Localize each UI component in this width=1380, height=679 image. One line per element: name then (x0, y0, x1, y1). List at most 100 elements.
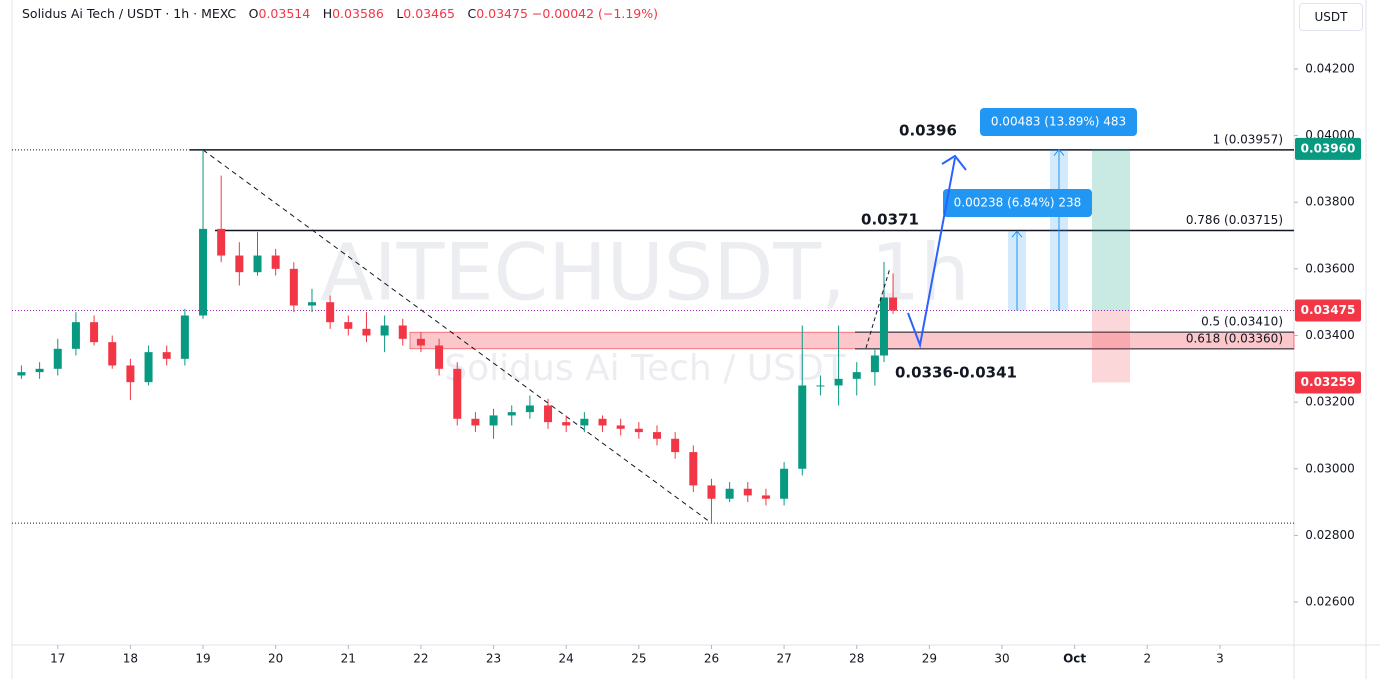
profit-zone (1092, 148, 1130, 311)
ohlc-value: 0.03475 (476, 6, 528, 21)
candle-body (180, 315, 189, 359)
candle-body (162, 352, 171, 359)
x-tick-label: 28 (849, 652, 864, 666)
zone (409, 331, 1295, 350)
x-tick-label: 25 (631, 652, 646, 666)
swing-diagonal (202, 149, 712, 524)
candle-body (326, 302, 335, 323)
measure-box (980, 108, 1137, 136)
candle-body (235, 255, 244, 273)
candle-body (144, 352, 153, 383)
x-tick-label: 27 (776, 652, 791, 666)
watermark: AITECHUSDT, 1h (320, 228, 969, 318)
projection-arrowhead (941, 154, 967, 171)
zone-label: 0.0336-0.0341 (895, 363, 1017, 381)
measure-arrowhead (1053, 148, 1065, 156)
ohlc-value: 0.03465 (403, 6, 455, 21)
candle-body (435, 345, 444, 369)
y-tick-label: 0.03200 (1305, 395, 1355, 409)
candle-body (416, 338, 425, 346)
candle-body (108, 342, 117, 366)
y-tick-label: 0.03600 (1305, 261, 1355, 275)
measure-label: 0.00483 (13.89%) 483 (991, 115, 1126, 129)
target-label: 0.0371 (861, 211, 919, 229)
change: −0.00042 (−1.19%) (531, 6, 658, 21)
candle-body (398, 325, 407, 339)
y-tick-label: 0.02800 (1305, 528, 1355, 542)
candle-body (798, 385, 807, 469)
projection-arrow (907, 157, 956, 349)
candle-body (780, 468, 789, 499)
candle-body (307, 302, 316, 306)
y-tick-label: 0.02600 (1305, 595, 1355, 609)
y-tick-label: 0.04200 (1305, 61, 1355, 75)
candle-body (761, 495, 770, 499)
price-label: 0.03475 (1301, 303, 1356, 317)
x-tick-label: 2 (1143, 652, 1151, 666)
loss-zone (1092, 310, 1130, 383)
x-tick-label: 3 (1216, 652, 1224, 666)
candle-body (889, 297, 898, 311)
candle-body (35, 368, 44, 373)
price-label-box (1295, 371, 1361, 394)
candle-body (562, 422, 571, 426)
y-tick-label: 0.03000 (1305, 461, 1355, 475)
plot-area (12, 0, 1294, 645)
candle-body (453, 368, 462, 419)
price-label-box (1295, 137, 1361, 160)
price-label: 0.03960 (1301, 141, 1356, 155)
x-tick-label: 24 (559, 652, 574, 666)
ohlc-value: 0.03514 (258, 6, 311, 21)
fib-label: 1 (0.03957) (1213, 132, 1283, 146)
candle-body (870, 355, 879, 373)
candle-body (53, 348, 62, 369)
price-label-box (1295, 299, 1361, 322)
candle-body (616, 425, 625, 429)
candle-body (598, 418, 607, 426)
candle-body (253, 255, 262, 273)
candle-body (380, 325, 389, 336)
candle-body (507, 412, 516, 416)
candle-body (199, 228, 208, 316)
candle-body (689, 452, 698, 486)
measure-arrowhead (1011, 230, 1023, 238)
ohlc-key: L (396, 6, 404, 21)
price-label: 0.03259 (1301, 375, 1356, 389)
symbol-title: Solidus Ai Tech / USDT · 1h · MEXC (22, 6, 237, 21)
watermark-subtitle: Solidus Ai Tech / USDT (444, 348, 846, 389)
candle-body (489, 415, 498, 426)
ohlc-value: 0.03586 (332, 6, 384, 21)
candle-body (271, 255, 280, 269)
currency-button[interactable]: USDT (1299, 3, 1363, 31)
x-tick-label: Oct (1063, 652, 1086, 666)
target-label: 0.0396 (899, 121, 957, 139)
candle-body (344, 322, 353, 329)
candle-body (743, 488, 752, 496)
candle-body (217, 228, 226, 256)
candle-body (289, 268, 298, 306)
candle-body (544, 405, 553, 423)
x-tick-label: 30 (994, 652, 1009, 666)
x-tick-label: 23 (486, 652, 501, 666)
x-tick-label: 29 (922, 652, 937, 666)
ohlc-key: C (467, 6, 477, 21)
x-tick-label: 19 (195, 652, 210, 666)
candle-body (471, 418, 480, 426)
x-tick-label: 20 (268, 652, 283, 666)
ohlc-key: H (322, 6, 333, 21)
header: Solidus Ai Tech / USDT · 1h · MEXC O0.03… (22, 6, 658, 21)
candle-body (652, 432, 661, 439)
y-tick-label: 0.03800 (1305, 195, 1355, 209)
fib-label: 0.786 (0.03715) (1186, 213, 1283, 227)
x-tick-label: 22 (413, 652, 428, 666)
candle-body (525, 405, 534, 413)
candle-body (71, 322, 80, 349)
fib-label: 0.5 (0.03410) (1201, 315, 1283, 329)
candle-body (634, 428, 643, 433)
candle-body (834, 378, 843, 386)
fib-label: 0.618 (0.03360) (1186, 331, 1283, 345)
candle-body (816, 385, 825, 387)
measure-box (943, 189, 1092, 217)
candle-body (362, 328, 371, 336)
x-tick-label: 18 (123, 652, 138, 666)
